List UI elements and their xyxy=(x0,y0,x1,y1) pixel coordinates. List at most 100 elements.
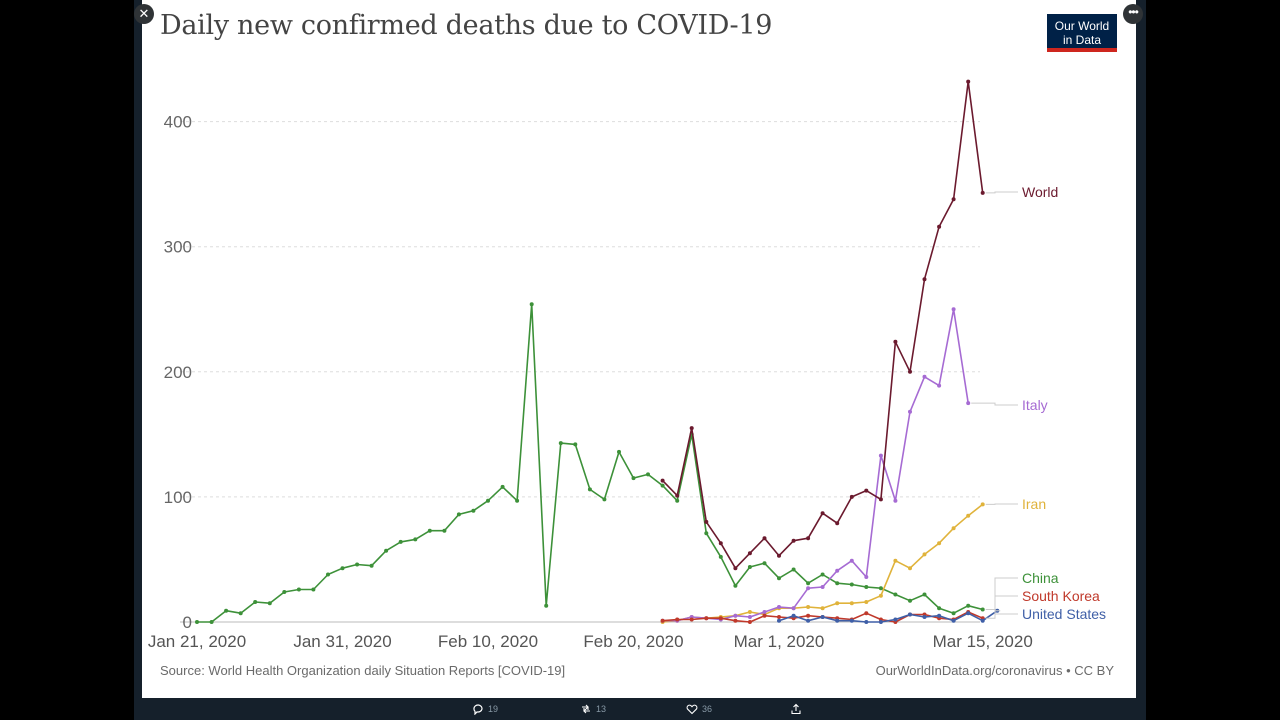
data-point xyxy=(806,613,811,618)
series-label-china: China xyxy=(1022,570,1059,586)
like-count: 36 xyxy=(702,704,713,714)
data-point xyxy=(893,339,898,344)
data-point xyxy=(893,617,898,622)
data-point xyxy=(980,190,985,195)
data-point xyxy=(864,620,869,624)
chart-card xyxy=(142,0,1136,698)
series-line-united-states xyxy=(778,610,998,623)
more-options-button[interactable]: ••• xyxy=(1123,4,1143,24)
data-point xyxy=(937,613,942,618)
data-point xyxy=(820,606,825,611)
data-point xyxy=(864,488,869,493)
data-point xyxy=(427,528,432,533)
data-point xyxy=(980,607,985,612)
y-tick-label: 400 xyxy=(164,113,192,132)
data-point xyxy=(413,537,418,542)
reply-icon xyxy=(473,704,483,715)
retweet-button[interactable]: 13 xyxy=(580,703,606,715)
data-point xyxy=(966,401,971,406)
data-point xyxy=(646,472,650,477)
data-point xyxy=(878,620,883,624)
data-point xyxy=(544,603,549,608)
data-point xyxy=(675,617,680,622)
data-point xyxy=(908,566,912,571)
data-point xyxy=(195,620,199,624)
data-point xyxy=(762,610,767,614)
data-point xyxy=(747,615,752,619)
data-point xyxy=(718,616,723,621)
reply-button[interactable]: 19 xyxy=(472,703,498,715)
tweet-action-bar: 19 13 36 xyxy=(134,698,1146,720)
x-tick-label: Jan 31, 2020 xyxy=(293,632,391,651)
series-china xyxy=(195,302,985,624)
data-point xyxy=(849,601,854,606)
data-point xyxy=(951,618,956,623)
retweet-count: 13 xyxy=(596,704,607,714)
data-point xyxy=(908,598,912,603)
y-tick-label: 0 xyxy=(183,613,192,632)
data-point xyxy=(500,484,505,489)
data-point xyxy=(733,583,738,588)
data-point xyxy=(267,601,272,606)
data-point xyxy=(937,383,942,388)
data-point xyxy=(835,581,840,586)
data-point xyxy=(704,531,709,536)
series-label-south-korea: South Korea xyxy=(1022,588,1100,604)
data-point xyxy=(296,587,301,592)
data-point xyxy=(922,552,927,557)
data-point xyxy=(471,508,476,513)
data-point xyxy=(515,498,520,503)
data-point xyxy=(878,497,883,502)
data-point xyxy=(980,618,985,623)
data-point xyxy=(864,585,869,589)
data-point xyxy=(573,442,578,447)
y-tick-label: 300 xyxy=(164,238,192,257)
data-point xyxy=(747,565,752,569)
data-point xyxy=(820,585,825,589)
close-button[interactable]: ✕ xyxy=(134,4,154,24)
data-point xyxy=(209,620,214,624)
data-point xyxy=(849,494,854,499)
series-line-italy xyxy=(662,308,969,622)
logo-line-1: Our World xyxy=(1054,19,1110,33)
data-point xyxy=(442,528,447,533)
x-tick-label: Jan 21, 2020 xyxy=(148,632,246,651)
data-point xyxy=(820,615,825,619)
data-point xyxy=(849,618,854,623)
data-point xyxy=(558,441,563,446)
data-point xyxy=(806,536,811,541)
data-point xyxy=(864,600,869,604)
data-point xyxy=(660,478,665,483)
data-point xyxy=(777,553,781,558)
data-point xyxy=(777,615,781,619)
data-point xyxy=(878,453,883,458)
data-point xyxy=(238,611,243,616)
data-point xyxy=(660,483,665,488)
data-point xyxy=(602,497,607,502)
data-point xyxy=(980,502,985,507)
y-tick-label: 200 xyxy=(164,363,192,382)
x-tick-label: Feb 20, 2020 xyxy=(583,632,683,651)
data-point xyxy=(791,538,796,543)
data-point xyxy=(253,600,258,604)
data-point xyxy=(908,409,912,414)
data-point xyxy=(747,620,752,624)
owid-logo: Our World in Data xyxy=(1047,14,1117,52)
reply-count: 19 xyxy=(488,704,499,714)
gridlines xyxy=(180,121,980,623)
credit-note: OurWorldInData.org/coronavirus • CC BY xyxy=(875,663,1114,678)
share-button[interactable] xyxy=(790,703,802,715)
data-point xyxy=(311,587,316,592)
data-point xyxy=(486,498,490,503)
data-point xyxy=(908,612,912,617)
data-point xyxy=(791,613,796,618)
data-point xyxy=(689,426,694,431)
x-tick-label: Mar 15, 2020 xyxy=(933,632,1033,651)
like-button[interactable]: 36 xyxy=(686,703,712,715)
data-point xyxy=(820,511,825,516)
series-lines xyxy=(195,79,1000,624)
data-point xyxy=(922,374,927,379)
leader-line-united-states xyxy=(994,610,1018,615)
data-point xyxy=(951,197,956,202)
data-point xyxy=(937,541,942,546)
